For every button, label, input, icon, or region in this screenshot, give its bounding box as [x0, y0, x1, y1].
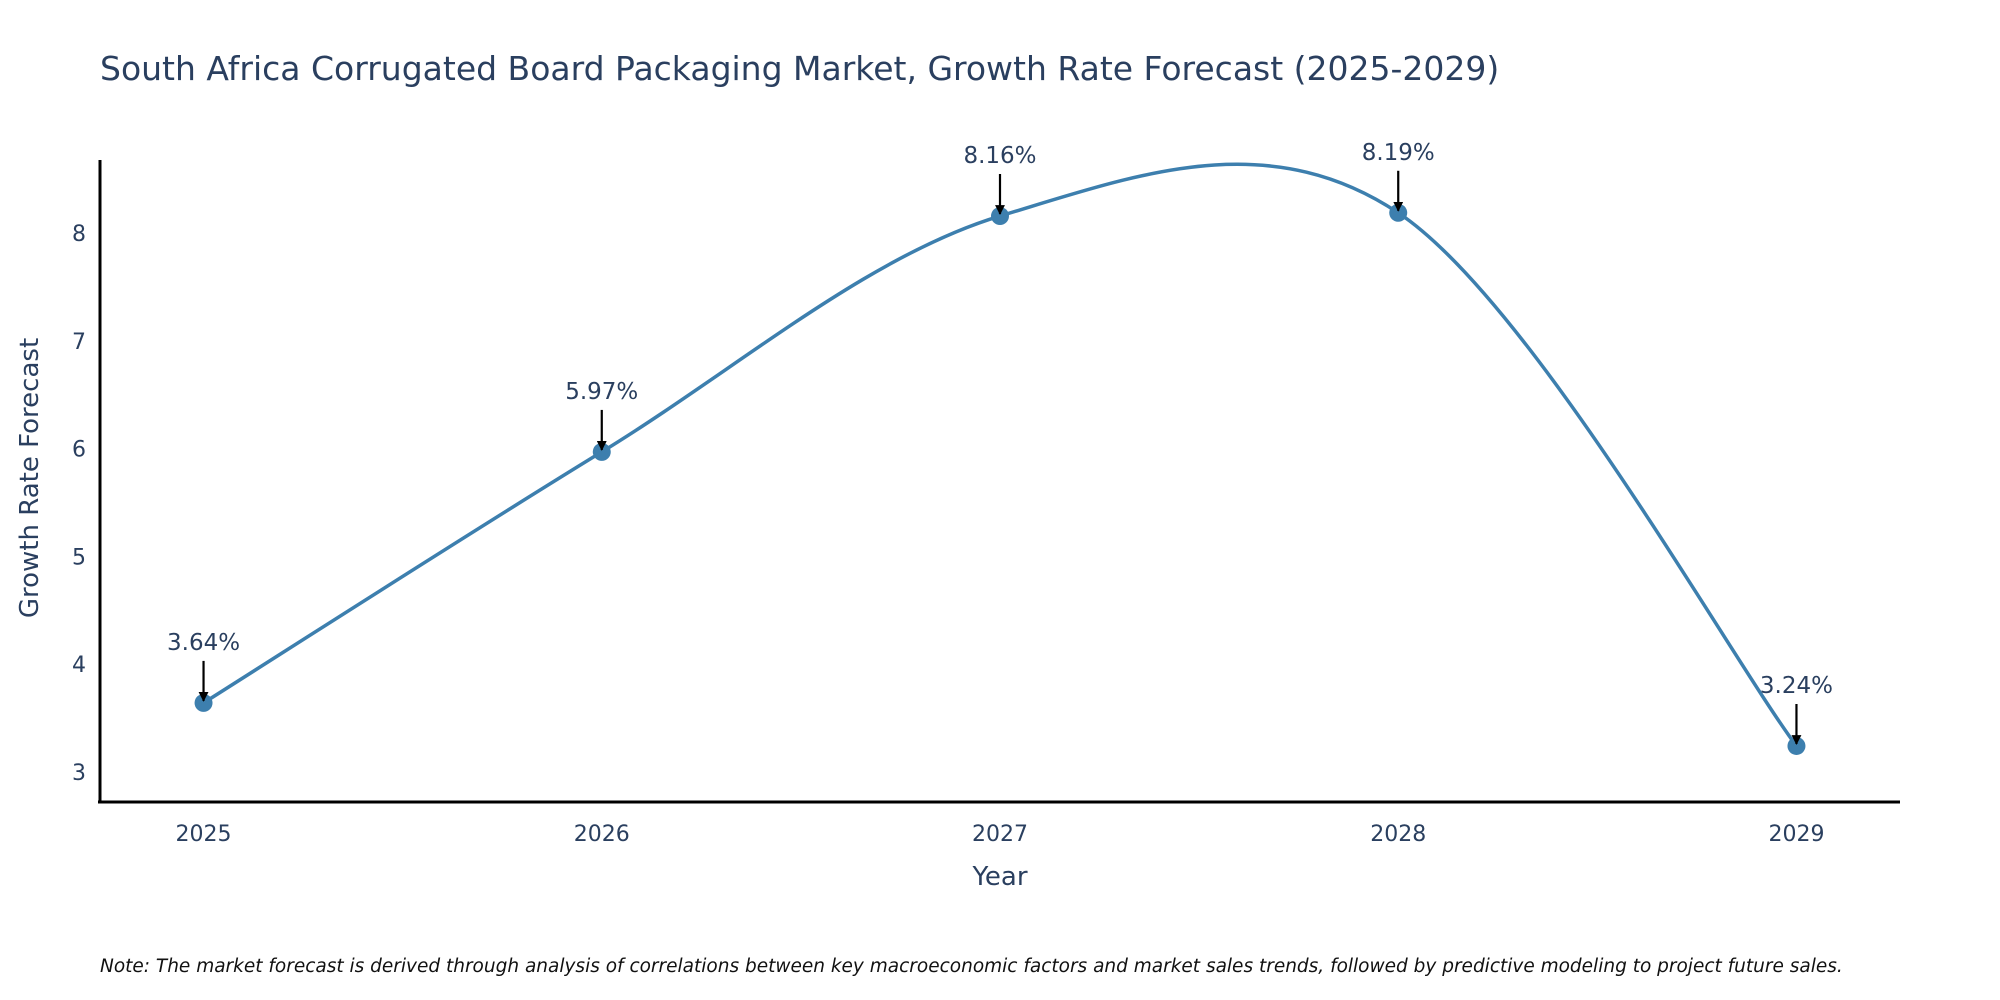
series-line: [202, 162, 1798, 748]
y-axis-title: Growth Rate Forecast: [15, 338, 45, 618]
x-axis-title: Year: [971, 862, 1027, 892]
chart-title: South Africa Corrugated Board Packaging …: [100, 49, 1499, 88]
plot-area: 3.64% 5.97% 8.16% 8.19% 3.24%: [167, 140, 1833, 755]
y-tick-label: 3: [72, 761, 86, 786]
data-label: 8.16%: [963, 143, 1036, 169]
x-tick-label: 2025: [176, 822, 232, 847]
y-axis-ticks: 3 4 5 6 7 8: [72, 222, 86, 786]
data-label: 8.19%: [1362, 140, 1435, 166]
x-tick-label: 2029: [1768, 822, 1824, 847]
x-axis-ticks: 2025 2026 2027 2028 2029: [176, 822, 1825, 847]
y-tick-label: 6: [72, 438, 86, 463]
y-tick-label: 8: [72, 222, 86, 247]
data-label: 3.64%: [167, 630, 240, 656]
data-label: 5.97%: [565, 379, 638, 405]
data-label: 3.24%: [1760, 673, 1833, 699]
x-tick-label: 2027: [972, 822, 1028, 847]
y-tick-label: 7: [72, 330, 86, 355]
x-tick-label: 2028: [1370, 822, 1426, 847]
footnote: Note: The market forecast is derived thr…: [100, 956, 1843, 977]
x-tick-label: 2026: [574, 822, 630, 847]
y-tick-label: 4: [72, 653, 86, 678]
y-tick-label: 5: [72, 545, 86, 570]
